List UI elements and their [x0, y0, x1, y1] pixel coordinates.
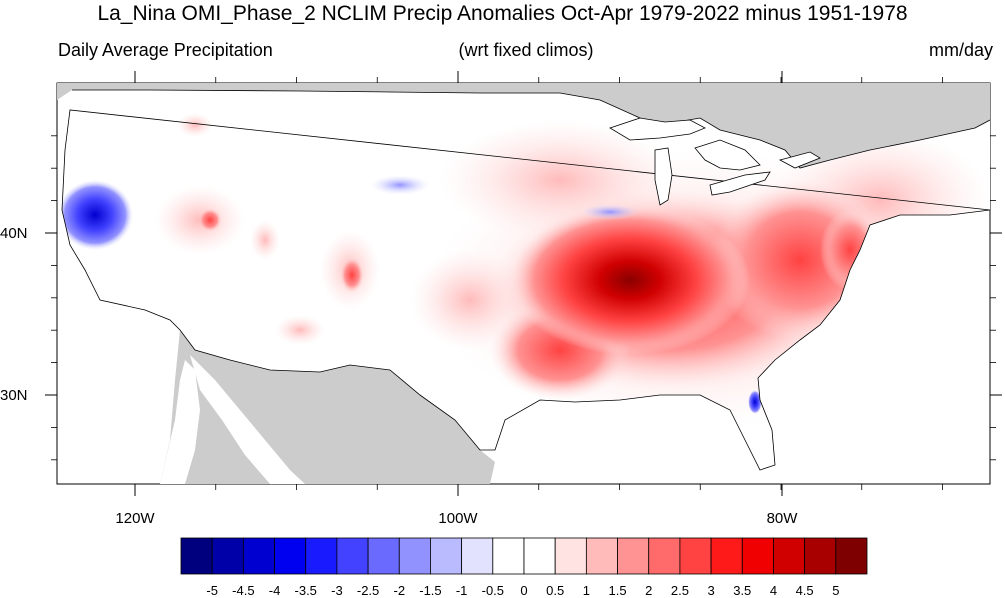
colorbar-tick-label: 3	[707, 583, 715, 598]
colorbar-swatch	[741, 537, 774, 575]
colorbar-tick-label: -1	[455, 583, 468, 598]
colorbar	[180, 537, 868, 575]
lat-label-30n: 30N	[0, 387, 28, 404]
colorbar-swatch	[305, 537, 338, 575]
colorbar-swatch	[492, 537, 525, 575]
colorbar-tick-label: 0	[520, 583, 528, 598]
colorbar-swatch	[804, 537, 837, 575]
colorbar-swatch	[367, 537, 400, 575]
colorbar-swatch	[585, 537, 618, 575]
colorbar-tick-label: 4	[769, 583, 778, 598]
colorbar-tick-label: 0.5	[546, 583, 565, 598]
map-title: La_Nina OMI_Phase_2 NCLIM Precip Anomali…	[97, 2, 908, 25]
colorbar-tick-label: 3.5	[733, 583, 752, 598]
colorbar-swatch	[523, 537, 556, 575]
colorbar-swatch	[398, 537, 431, 575]
colorbar-swatch	[554, 537, 587, 575]
colorbar-tick-label: 4.5	[795, 583, 814, 598]
lon-label-100w: 100W	[438, 510, 478, 527]
colorbar-tick-label: 5	[832, 583, 840, 598]
lat-label-40n: 40N	[0, 225, 28, 242]
colorbar-tick-label: 2.5	[670, 583, 689, 598]
colorbar-tick-label: 2	[645, 583, 653, 598]
colorbar-tick-label: -5	[206, 583, 218, 598]
colorbar-swatch	[430, 537, 463, 575]
colorbar-tick-label: -2	[393, 583, 406, 598]
lon-label-120w: 120W	[115, 510, 155, 527]
colorbar-tick-label: 1	[582, 583, 590, 598]
colorbar-swatch	[648, 537, 681, 575]
colorbar-tick-label: -0.5	[481, 583, 505, 598]
colorbar-swatch	[773, 537, 806, 575]
colorbar-swatch	[710, 537, 743, 575]
colorbar-swatch	[336, 537, 369, 575]
colorbar-tick-label: -3	[331, 583, 343, 598]
colorbar-swatch	[274, 537, 307, 575]
colorbar-tick-label: -4	[268, 583, 281, 598]
colorbar-tick-label: -2.5	[356, 583, 380, 598]
colorbar-swatch	[617, 537, 650, 575]
colorbar-swatch	[242, 537, 275, 575]
colorbar-swatch	[180, 537, 213, 575]
lon-label-80w: 80W	[766, 510, 798, 527]
subtitle-left: Daily Average Precipitation	[58, 40, 273, 60]
colorbar-swatch	[835, 537, 868, 575]
subtitle-right: mm/day	[928, 40, 993, 60]
colorbar-tick-label: -1.5	[419, 583, 442, 598]
colorbar-swatch	[461, 537, 494, 575]
colorbar-tick-label: 1.5	[608, 583, 627, 598]
colorbar-swatch	[211, 537, 244, 575]
subtitle-center: (wrt fixed climos)	[458, 40, 594, 60]
colorbar-swatch	[679, 537, 712, 575]
colorbar-tick-label: -3.5	[294, 583, 317, 598]
colorbar-tick-label: -4.5	[232, 583, 255, 598]
